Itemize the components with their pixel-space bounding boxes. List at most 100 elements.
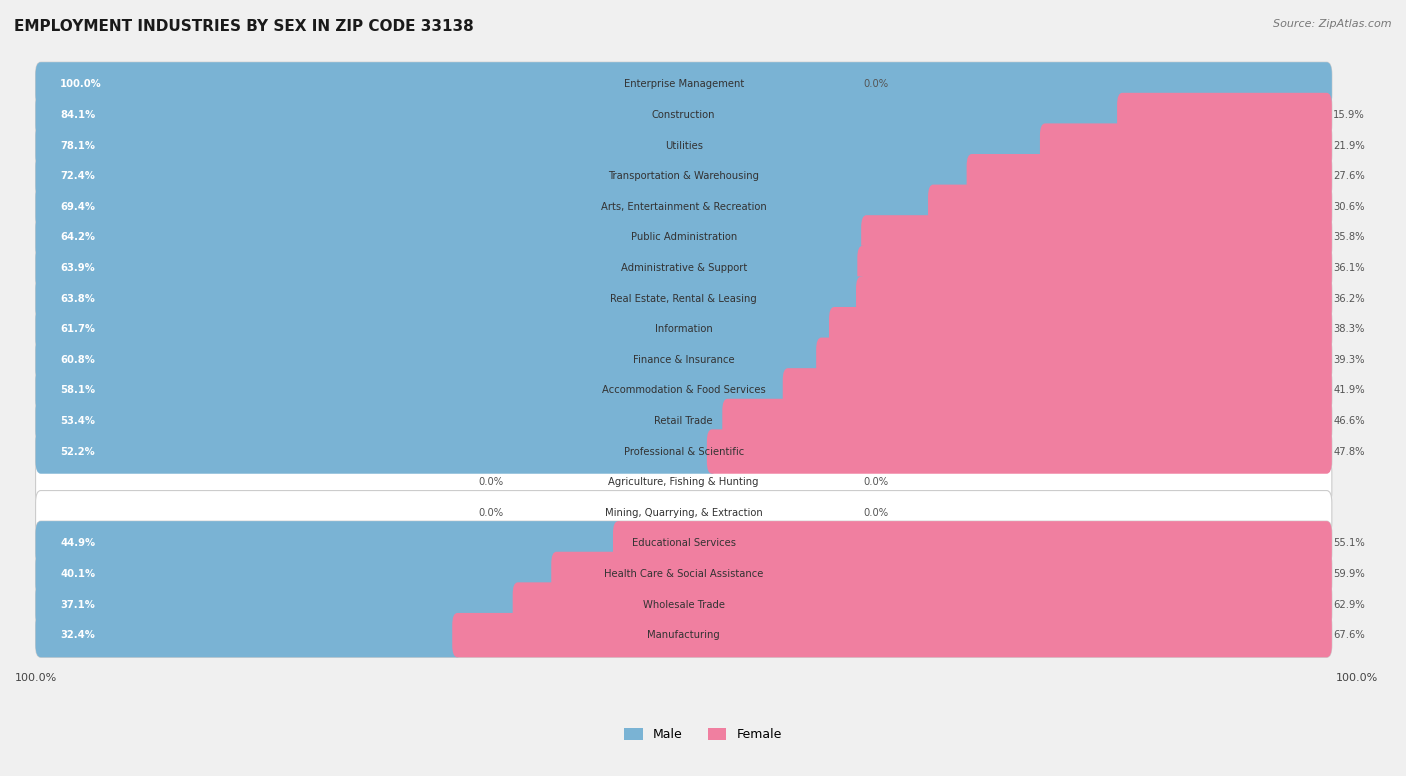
Text: Transportation & Warehousing: Transportation & Warehousing bbox=[609, 171, 759, 181]
Text: 44.9%: 44.9% bbox=[60, 539, 96, 549]
FancyBboxPatch shape bbox=[862, 215, 1331, 259]
Text: 52.2%: 52.2% bbox=[60, 446, 94, 456]
Text: Utilities: Utilities bbox=[665, 140, 703, 151]
FancyBboxPatch shape bbox=[35, 93, 1128, 137]
Text: 32.4%: 32.4% bbox=[60, 630, 94, 640]
FancyBboxPatch shape bbox=[35, 246, 868, 290]
FancyBboxPatch shape bbox=[35, 338, 1331, 382]
FancyBboxPatch shape bbox=[453, 613, 1331, 657]
Text: Manufacturing: Manufacturing bbox=[647, 630, 720, 640]
FancyBboxPatch shape bbox=[35, 521, 623, 566]
FancyBboxPatch shape bbox=[35, 62, 1331, 106]
FancyBboxPatch shape bbox=[723, 399, 1331, 443]
Text: Health Care & Social Assistance: Health Care & Social Assistance bbox=[605, 569, 763, 579]
Text: 100.0%: 100.0% bbox=[60, 79, 101, 89]
Text: 0.0%: 0.0% bbox=[863, 508, 889, 518]
Text: Construction: Construction bbox=[652, 110, 716, 120]
FancyBboxPatch shape bbox=[856, 276, 1331, 320]
FancyBboxPatch shape bbox=[967, 154, 1331, 199]
Text: 0.0%: 0.0% bbox=[863, 79, 889, 89]
Text: 69.4%: 69.4% bbox=[60, 202, 96, 212]
Text: 40.1%: 40.1% bbox=[60, 569, 96, 579]
FancyBboxPatch shape bbox=[35, 429, 1331, 473]
FancyBboxPatch shape bbox=[35, 338, 828, 382]
FancyBboxPatch shape bbox=[35, 307, 839, 352]
Text: 60.8%: 60.8% bbox=[60, 355, 94, 365]
Text: EMPLOYMENT INDUSTRIES BY SEX IN ZIP CODE 33138: EMPLOYMENT INDUSTRIES BY SEX IN ZIP CODE… bbox=[14, 19, 474, 34]
Legend: Male, Female: Male, Female bbox=[624, 728, 782, 741]
FancyBboxPatch shape bbox=[35, 490, 1331, 535]
Text: Enterprise Management: Enterprise Management bbox=[624, 79, 744, 89]
Text: 61.7%: 61.7% bbox=[60, 324, 96, 334]
Text: 84.1%: 84.1% bbox=[60, 110, 96, 120]
FancyBboxPatch shape bbox=[35, 215, 1331, 259]
FancyBboxPatch shape bbox=[35, 154, 1331, 199]
FancyBboxPatch shape bbox=[35, 62, 1331, 106]
Text: 0.0%: 0.0% bbox=[478, 508, 503, 518]
Text: Educational Services: Educational Services bbox=[631, 539, 735, 549]
FancyBboxPatch shape bbox=[858, 246, 1331, 290]
Text: 0.0%: 0.0% bbox=[863, 477, 889, 487]
Text: 15.9%: 15.9% bbox=[1333, 110, 1365, 120]
FancyBboxPatch shape bbox=[35, 552, 561, 596]
FancyBboxPatch shape bbox=[35, 276, 866, 320]
FancyBboxPatch shape bbox=[513, 582, 1331, 627]
FancyBboxPatch shape bbox=[35, 399, 733, 443]
FancyBboxPatch shape bbox=[830, 307, 1331, 352]
Text: Accommodation & Food Services: Accommodation & Food Services bbox=[602, 386, 766, 395]
Text: Mining, Quarrying, & Extraction: Mining, Quarrying, & Extraction bbox=[605, 508, 762, 518]
FancyBboxPatch shape bbox=[928, 185, 1331, 229]
Text: 38.3%: 38.3% bbox=[1333, 324, 1364, 334]
FancyBboxPatch shape bbox=[35, 123, 1050, 168]
FancyBboxPatch shape bbox=[35, 246, 1331, 290]
Text: 64.2%: 64.2% bbox=[60, 232, 96, 242]
FancyBboxPatch shape bbox=[35, 582, 523, 627]
FancyBboxPatch shape bbox=[35, 154, 977, 199]
Text: 47.8%: 47.8% bbox=[1333, 446, 1365, 456]
FancyBboxPatch shape bbox=[35, 368, 793, 413]
FancyBboxPatch shape bbox=[707, 429, 1331, 473]
Text: 72.4%: 72.4% bbox=[60, 171, 94, 181]
Text: 27.6%: 27.6% bbox=[1333, 171, 1365, 181]
FancyBboxPatch shape bbox=[1040, 123, 1331, 168]
FancyBboxPatch shape bbox=[551, 552, 1331, 596]
Text: 21.9%: 21.9% bbox=[1333, 140, 1365, 151]
Text: 53.4%: 53.4% bbox=[60, 416, 96, 426]
Text: Public Administration: Public Administration bbox=[630, 232, 737, 242]
Text: Administrative & Support: Administrative & Support bbox=[620, 263, 747, 273]
FancyBboxPatch shape bbox=[815, 338, 1331, 382]
FancyBboxPatch shape bbox=[35, 399, 1331, 443]
FancyBboxPatch shape bbox=[35, 613, 463, 657]
FancyBboxPatch shape bbox=[1118, 93, 1331, 137]
Text: Professional & Scientific: Professional & Scientific bbox=[624, 446, 744, 456]
Text: Information: Information bbox=[655, 324, 713, 334]
FancyBboxPatch shape bbox=[613, 521, 1331, 566]
Text: 37.1%: 37.1% bbox=[60, 600, 94, 609]
Text: Source: ZipAtlas.com: Source: ZipAtlas.com bbox=[1274, 19, 1392, 29]
Text: 35.8%: 35.8% bbox=[1333, 232, 1365, 242]
Text: 39.3%: 39.3% bbox=[1333, 355, 1365, 365]
FancyBboxPatch shape bbox=[35, 460, 1331, 504]
FancyBboxPatch shape bbox=[35, 429, 717, 473]
FancyBboxPatch shape bbox=[35, 368, 1331, 413]
FancyBboxPatch shape bbox=[35, 582, 1331, 627]
Text: Agriculture, Fishing & Hunting: Agriculture, Fishing & Hunting bbox=[609, 477, 759, 487]
Text: 100.0%: 100.0% bbox=[1336, 673, 1378, 683]
FancyBboxPatch shape bbox=[35, 215, 872, 259]
FancyBboxPatch shape bbox=[35, 185, 938, 229]
Text: 62.9%: 62.9% bbox=[1333, 600, 1365, 609]
Text: 63.8%: 63.8% bbox=[60, 293, 94, 303]
FancyBboxPatch shape bbox=[35, 123, 1331, 168]
Text: 59.9%: 59.9% bbox=[1333, 569, 1365, 579]
FancyBboxPatch shape bbox=[35, 276, 1331, 320]
Text: Wholesale Trade: Wholesale Trade bbox=[643, 600, 724, 609]
FancyBboxPatch shape bbox=[35, 613, 1331, 657]
FancyBboxPatch shape bbox=[35, 185, 1331, 229]
FancyBboxPatch shape bbox=[35, 552, 1331, 596]
FancyBboxPatch shape bbox=[783, 368, 1331, 413]
Text: Arts, Entertainment & Recreation: Arts, Entertainment & Recreation bbox=[600, 202, 766, 212]
Text: 0.0%: 0.0% bbox=[478, 477, 503, 487]
Text: Retail Trade: Retail Trade bbox=[654, 416, 713, 426]
Text: 30.6%: 30.6% bbox=[1333, 202, 1365, 212]
Text: 67.6%: 67.6% bbox=[1333, 630, 1365, 640]
